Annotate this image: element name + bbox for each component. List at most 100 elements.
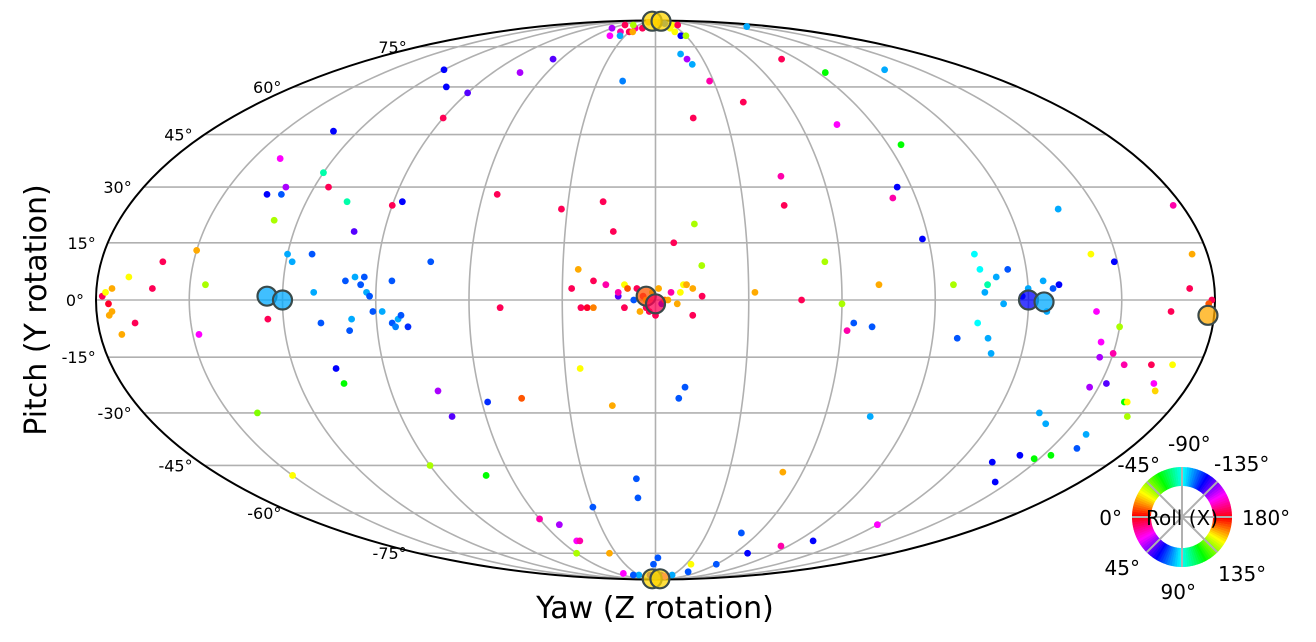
legend-wheel-segment [1135,496,1154,506]
legend-wheel-segment [1198,475,1212,493]
data-point [744,549,751,557]
data-point [282,183,290,191]
data-point [576,537,584,545]
data-point [777,172,785,180]
legend-wheel-segment [1207,489,1226,502]
data-point [1087,250,1095,258]
legend-wheel-segment [1133,523,1153,530]
legend-wheel-segment [1134,526,1154,535]
legend-wheel-segment [1183,467,1188,487]
data-point [310,288,318,296]
data-point [629,571,637,579]
legend-wheel-segment [1197,542,1210,561]
legend-wheel-segment [1193,470,1203,489]
data-point [558,205,565,213]
legend-wheel-segment [1206,485,1223,499]
legend-wheel-segment [1143,483,1160,498]
data-point [843,327,851,335]
longitude-line [655,20,750,580]
data-point [664,296,672,304]
data-point [866,413,874,420]
data-point [392,323,399,331]
legend-angle-label: 90° [1161,580,1196,604]
highlighted-point [1197,304,1219,326]
legend-wheel-segment [1133,501,1153,509]
data-point [482,472,490,479]
legend-wheel-segment [1161,470,1172,489]
legend-wheel-segment [1200,476,1214,494]
data-point [102,288,109,296]
legend-wheel-segment [1154,542,1167,561]
legend-wheel-segment [1140,487,1158,501]
data-point [276,155,284,162]
data-point [340,380,348,387]
data-point [369,308,377,315]
data-point [889,194,897,202]
data-point [193,246,201,254]
legend-angle-label: 45° [1105,556,1140,580]
legend-wheel-segment [1171,467,1178,487]
legend-wheel-segment [1201,540,1216,557]
data-point [1097,338,1105,346]
legend-wheel-segment [1144,537,1161,553]
legend-wheel-segment [1161,545,1171,564]
data-point [159,258,167,266]
data-point [576,365,584,372]
data-point [670,239,678,247]
legend-wheel-segment [1212,506,1232,513]
legend-wheel-segment [1142,536,1159,551]
data-point [426,462,434,469]
data-point [1167,308,1175,315]
y-tick-label: 30° [103,178,131,197]
data-point [1123,413,1131,420]
legend-angle-label: 0° [1099,506,1122,530]
data-point [953,334,961,342]
data-point [125,273,133,281]
legend-wheel-segment [1150,476,1164,493]
data-point [346,327,354,335]
legend-wheel-segment [1176,547,1181,567]
longitude-line [374,20,656,580]
data-point [683,55,691,63]
longitude-line [188,20,656,580]
legend-wheel-segment [1163,545,1173,565]
data-point [464,89,472,97]
data-point [634,494,642,502]
data-point [635,571,643,579]
data-point [105,300,112,308]
y-tick-label: 15° [67,234,95,253]
data-point [677,32,685,40]
legend-wheel-segment [1186,467,1193,487]
data-point [698,292,706,300]
legend-wheel-segment [1207,487,1225,501]
legend-wheel-segment [1164,469,1173,489]
data-point [780,201,788,209]
legend-wheel-segment [1132,520,1152,525]
data-point [448,413,456,420]
y-tick-label: 75° [378,38,406,57]
legend-wheel-segment [1204,536,1221,551]
data-point [833,121,841,128]
data-point [881,66,889,74]
legend-angle-label: 135° [1218,562,1266,586]
legend-wheel-segment [1210,496,1229,507]
data-point [689,311,697,319]
data-point [1150,380,1158,387]
data-point [690,220,698,228]
highlighted-point [644,293,667,315]
data-point [984,281,991,289]
data-point [673,300,681,308]
legend-wheel-segment [1206,533,1224,547]
data-point [1188,250,1196,258]
legend-wheel-segment [1139,533,1157,547]
legend-wheel-segment [1137,491,1156,503]
y-tick-label: 60° [253,78,281,97]
data-point [1049,285,1057,292]
legend-angle-label: -45° [1117,453,1160,477]
data-point [608,402,616,410]
data-point [621,304,628,312]
data-point [981,288,989,296]
data-point [1042,420,1050,428]
data-point [838,300,846,308]
